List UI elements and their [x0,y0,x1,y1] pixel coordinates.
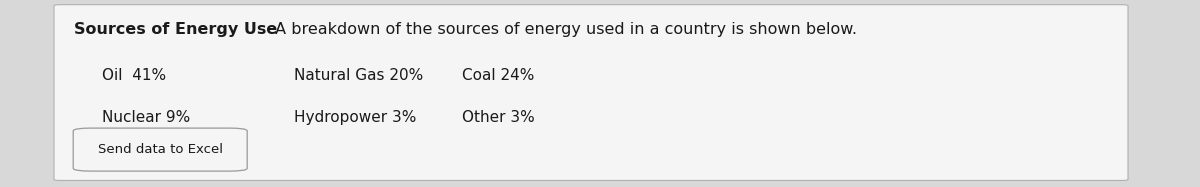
Text: Send data to Excel: Send data to Excel [97,143,223,156]
FancyBboxPatch shape [73,128,247,171]
Text: Oil  41%: Oil 41% [102,68,166,83]
Text: Coal 24%: Coal 24% [462,68,534,83]
Text: A breakdown of the sources of energy used in a country is shown below.: A breakdown of the sources of energy use… [270,22,857,37]
FancyBboxPatch shape [54,5,1128,180]
Text: Nuclear 9%: Nuclear 9% [102,110,191,125]
Text: Other 3%: Other 3% [462,110,535,125]
Text: Hydropower 3%: Hydropower 3% [294,110,416,125]
Text: Natural Gas 20%: Natural Gas 20% [294,68,424,83]
Text: Sources of Energy Use: Sources of Energy Use [74,22,277,37]
